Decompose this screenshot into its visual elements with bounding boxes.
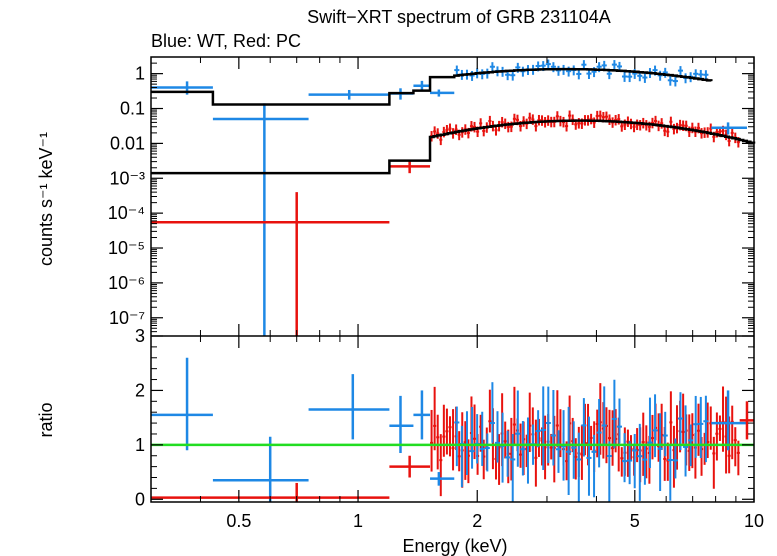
y-tick-label: 1 xyxy=(135,64,145,84)
y-tick-label: 0.01 xyxy=(110,133,145,153)
spectrum-panel xyxy=(151,59,756,336)
x-tick-label: 2 xyxy=(472,511,482,531)
model-curve-wt xyxy=(151,67,713,106)
x-axis-title: Energy (keV) xyxy=(402,536,507,556)
chart-subtitle: Blue: WT, Red: PC xyxy=(151,31,301,51)
ratio-y-tick-label: 3 xyxy=(135,326,145,346)
plot-frame xyxy=(150,56,755,503)
ratio-y-tick-label: 1 xyxy=(135,435,145,455)
ratio-y-tick-label: 0 xyxy=(135,489,145,509)
ratio-panel xyxy=(151,357,754,502)
x-tick-label: 5 xyxy=(630,511,640,531)
x-tick-label: 0.5 xyxy=(226,511,251,531)
model-curve-pc xyxy=(151,119,756,175)
ratio-y-tick-label: 2 xyxy=(135,380,145,400)
y-tick-label: 10⁻⁶ xyxy=(108,273,145,293)
y-tick-label: 10⁻⁷ xyxy=(109,308,145,328)
ratio-y-axis-title: ratio xyxy=(36,402,56,437)
spectrum-y-axis-title: counts s⁻¹ keV⁻¹ xyxy=(36,132,56,266)
y-tick-label: 0.1 xyxy=(120,99,145,119)
x-tick-label: 10 xyxy=(744,511,764,531)
y-tick-label: 10⁻³ xyxy=(109,168,145,188)
y-tick-label: 10⁻⁴ xyxy=(108,203,145,223)
x-tick-label: 1 xyxy=(353,511,363,531)
chart-title: Swift−XRT spectrum of GRB 231104A xyxy=(307,7,611,27)
y-tick-label: 10⁻⁵ xyxy=(108,238,145,258)
